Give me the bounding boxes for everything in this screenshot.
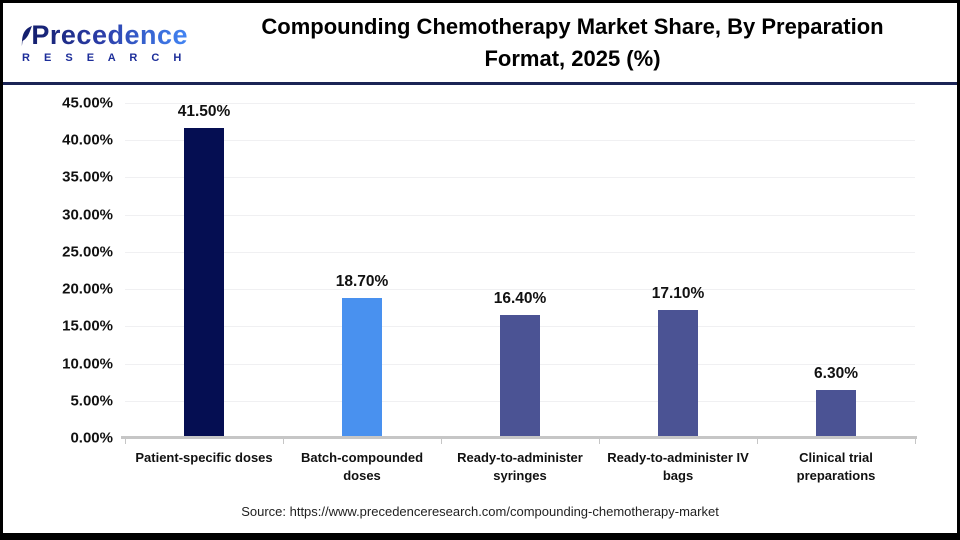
bar-4[interactable] [658,309,698,437]
x-labels: Patient-specific doses Batch-compounded d… [125,449,915,485]
bar-segment: 16.40% [441,85,599,437]
bars-row: 41.50% 18.70% 16.40% 17.10% 6.30% [125,85,915,437]
value-label: 6.30% [814,365,858,383]
y-tick-label: 5.00% [70,392,113,410]
brand-logo: Precedence R E S E A R C H [3,19,188,64]
bar-2[interactable] [342,297,382,437]
bar-1[interactable] [184,128,224,437]
brand-subtitle: R E S E A R C H [22,51,187,64]
bar-5[interactable] [816,390,856,437]
bar-segment: 18.70% [283,85,441,437]
leaf-icon [21,25,32,46]
y-tick-label: 25.00% [62,243,113,261]
x-axis-tick [915,439,916,444]
y-tick-label: 30.00% [62,206,113,224]
header: Precedence R E S E A R C H Compounding C… [3,3,957,85]
x-axis-tick [441,439,442,444]
x-axis-tick [757,439,758,444]
category-label: Clinical trial preparations [796,450,876,484]
value-label: 17.10% [651,284,705,302]
gridline [125,289,915,291]
bar-3[interactable] [500,314,540,437]
value-label: 41.50% [177,103,231,121]
page-title: Compounding Chemotherapy Market Share, B… [261,13,884,71]
brand-name: Precedence [31,19,188,50]
y-tick-label: 45.00% [62,94,113,112]
bar-segment: 41.50% [125,85,283,437]
y-axis: 0.00% 5.00% 10.00% 15.00% 20.00% 25.00% 30.00%… [3,85,113,447]
bar-segment: 6.30% [757,85,915,437]
y-tick-label: 0.00% [70,429,113,447]
category-label: Ready-to-administer syringes [457,450,583,484]
y-tick-label: 15.00% [62,317,113,335]
source-row: Source: https://www.precedenceresearch.c… [3,503,957,521]
gridline [125,140,915,142]
bar-segment: 17.10% [599,85,757,437]
x-axis-tick [599,439,600,444]
y-tick-label: 35.00% [62,168,113,186]
x-axis-tick [283,439,284,444]
category-label: Patient-specific doses [135,450,273,465]
source-text: Source: https://www.precedenceresearch.c… [241,504,719,519]
category-label: Ready-to-administer IV bags [607,450,749,484]
value-label: 18.70% [335,272,389,290]
y-tick-label: 40.00% [62,131,113,149]
gridline [125,103,915,104]
value-label: 16.40% [493,289,547,307]
bar-chart: 0.00% 5.00% 10.00% 15.00% 20.00% 25.00% 30.00%… [3,85,957,501]
y-tick-label: 10.00% [62,355,113,373]
gridline [125,214,915,216]
y-tick-label: 20.00% [62,280,113,298]
gridline [125,251,915,253]
category-label: Batch-compounded doses [300,450,424,484]
x-axis-baseline [121,436,917,439]
x-axis-tick [125,439,126,444]
gridline [125,177,915,179]
